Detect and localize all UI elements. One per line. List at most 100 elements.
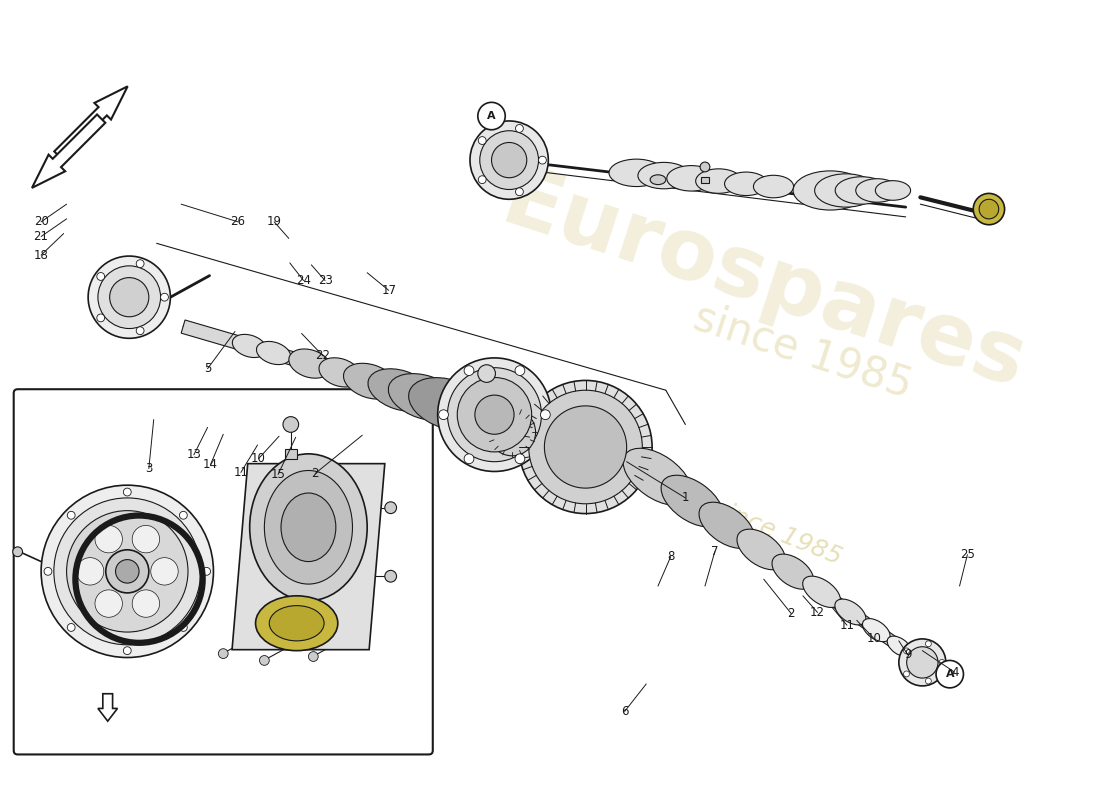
Circle shape xyxy=(477,102,505,130)
Text: since 1985: since 1985 xyxy=(689,296,917,406)
Ellipse shape xyxy=(737,529,785,570)
Text: 25: 25 xyxy=(960,548,975,562)
Circle shape xyxy=(260,655,270,666)
Ellipse shape xyxy=(725,172,768,195)
Text: 7: 7 xyxy=(711,546,718,558)
Circle shape xyxy=(132,590,160,618)
Circle shape xyxy=(179,511,187,519)
Ellipse shape xyxy=(250,454,367,601)
Text: 3: 3 xyxy=(145,462,153,475)
Ellipse shape xyxy=(623,448,692,506)
Ellipse shape xyxy=(388,374,461,421)
Ellipse shape xyxy=(862,618,890,642)
Ellipse shape xyxy=(408,378,488,430)
Circle shape xyxy=(41,485,213,658)
Circle shape xyxy=(44,567,52,575)
Ellipse shape xyxy=(888,636,912,657)
Circle shape xyxy=(906,646,938,678)
Circle shape xyxy=(936,661,964,688)
Text: 17: 17 xyxy=(382,284,396,297)
Text: 20: 20 xyxy=(34,215,48,228)
Circle shape xyxy=(76,558,103,585)
Ellipse shape xyxy=(256,342,290,365)
Circle shape xyxy=(54,498,200,645)
Ellipse shape xyxy=(280,493,336,562)
Ellipse shape xyxy=(974,194,1004,225)
Text: a passion for parts since 1985: a passion for parts since 1985 xyxy=(486,406,846,570)
Circle shape xyxy=(516,125,524,132)
Text: 24: 24 xyxy=(296,274,311,287)
Circle shape xyxy=(161,294,168,301)
Ellipse shape xyxy=(803,576,840,607)
Ellipse shape xyxy=(609,159,664,186)
Circle shape xyxy=(123,488,131,496)
Circle shape xyxy=(106,550,148,593)
Circle shape xyxy=(98,266,161,329)
Polygon shape xyxy=(631,456,926,667)
Circle shape xyxy=(136,326,144,334)
Ellipse shape xyxy=(667,166,716,191)
Text: 23: 23 xyxy=(318,274,332,287)
Polygon shape xyxy=(54,86,128,160)
Ellipse shape xyxy=(289,349,331,378)
Circle shape xyxy=(544,406,627,488)
Text: 11: 11 xyxy=(233,466,249,479)
Circle shape xyxy=(478,176,486,183)
Circle shape xyxy=(939,659,945,666)
Circle shape xyxy=(308,652,318,662)
Circle shape xyxy=(218,649,228,658)
Ellipse shape xyxy=(698,502,755,548)
Ellipse shape xyxy=(793,171,868,210)
Ellipse shape xyxy=(695,169,741,194)
Circle shape xyxy=(151,558,178,585)
Ellipse shape xyxy=(232,334,266,358)
Ellipse shape xyxy=(835,599,866,625)
Circle shape xyxy=(67,511,75,519)
Text: 18: 18 xyxy=(34,249,48,262)
Circle shape xyxy=(529,390,642,504)
Polygon shape xyxy=(232,464,385,650)
Text: A: A xyxy=(487,111,496,121)
Text: 26: 26 xyxy=(230,215,245,228)
Text: 15: 15 xyxy=(271,468,286,481)
Circle shape xyxy=(480,130,539,190)
Circle shape xyxy=(88,256,170,338)
Circle shape xyxy=(515,366,525,375)
Ellipse shape xyxy=(270,606,324,641)
Circle shape xyxy=(13,547,22,557)
Circle shape xyxy=(925,678,932,684)
Text: 6: 6 xyxy=(620,705,628,718)
Text: 4: 4 xyxy=(950,666,958,678)
Bar xyxy=(701,177,708,182)
Circle shape xyxy=(385,502,396,514)
Ellipse shape xyxy=(754,175,793,198)
Text: A: A xyxy=(945,669,954,679)
Circle shape xyxy=(478,137,486,145)
Circle shape xyxy=(470,121,548,199)
Circle shape xyxy=(899,639,946,686)
Text: 11: 11 xyxy=(839,618,855,632)
Text: 10: 10 xyxy=(867,633,882,646)
Ellipse shape xyxy=(835,177,888,204)
Ellipse shape xyxy=(343,363,397,399)
Circle shape xyxy=(519,381,652,514)
Text: 2: 2 xyxy=(311,467,319,480)
Circle shape xyxy=(464,366,474,375)
Circle shape xyxy=(475,395,514,434)
Circle shape xyxy=(97,314,104,322)
Circle shape xyxy=(136,260,144,267)
Circle shape xyxy=(439,410,449,419)
Circle shape xyxy=(283,417,298,432)
Circle shape xyxy=(438,358,551,471)
Text: 22: 22 xyxy=(316,350,331,362)
Ellipse shape xyxy=(856,178,899,202)
Text: 14: 14 xyxy=(204,458,218,471)
Text: 12: 12 xyxy=(810,606,825,619)
Text: 21: 21 xyxy=(34,230,48,243)
Text: 13: 13 xyxy=(186,448,201,462)
Circle shape xyxy=(540,410,550,419)
Text: 1: 1 xyxy=(682,491,689,505)
Ellipse shape xyxy=(319,358,361,387)
Circle shape xyxy=(515,454,525,464)
Ellipse shape xyxy=(368,369,432,411)
